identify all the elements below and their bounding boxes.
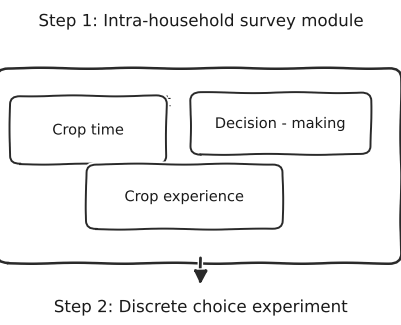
Text: Crop management: Crop management (28, 94, 171, 109)
Text: Step 1: Intra-household survey module: Step 1: Intra-household survey module (38, 12, 363, 30)
FancyBboxPatch shape (10, 96, 166, 164)
Text: Crop experience: Crop experience (124, 189, 245, 204)
FancyBboxPatch shape (86, 164, 283, 229)
Text: Step 2: Discrete choice experiment: Step 2: Discrete choice experiment (54, 298, 347, 316)
Text: Crop time: Crop time (52, 123, 124, 137)
Text: Decision - making: Decision - making (215, 116, 346, 131)
FancyBboxPatch shape (190, 93, 371, 154)
FancyBboxPatch shape (0, 68, 401, 263)
